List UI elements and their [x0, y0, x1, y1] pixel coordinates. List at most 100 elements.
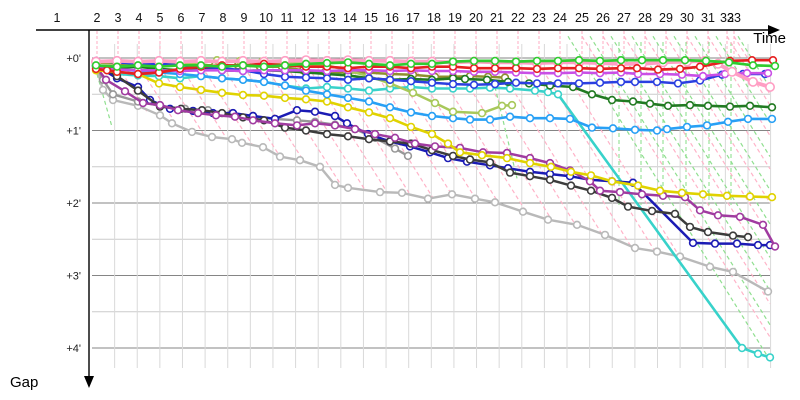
lap-marker: [301, 126, 311, 135]
series-green: [91, 55, 780, 71]
lap-marker: [410, 139, 420, 148]
lap-marker: [630, 243, 640, 253]
lap-marker: [301, 59, 311, 68]
lap-marker: [490, 63, 500, 73]
lap-marker: [465, 115, 475, 124]
lap-marker: [670, 209, 680, 219]
lap-marker: [511, 78, 521, 87]
series-purple: [91, 62, 780, 251]
lap-marker: [655, 186, 665, 195]
lap-marker: [343, 58, 353, 67]
lap-marker: [695, 62, 705, 71]
x-tick-label: 22: [511, 11, 525, 25]
lap-marker: [607, 193, 617, 203]
lap-marker: [566, 181, 576, 190]
lap-marker: [767, 114, 777, 124]
lap-marker: [767, 193, 777, 202]
lap-marker: [477, 108, 487, 118]
x-tick-label: 17: [406, 11, 420, 25]
lap-marker: [207, 132, 217, 142]
lap-marker: [677, 188, 687, 198]
lap-marker: [406, 122, 416, 132]
lap-marker: [364, 135, 374, 144]
x-tick-label: 9: [241, 11, 248, 25]
lap-marker: [485, 158, 495, 167]
lap-marker: [595, 64, 605, 74]
x-tick-label: 1: [54, 11, 61, 25]
x-tick-label: 4: [136, 11, 143, 25]
lap-marker: [600, 230, 610, 240]
lap-marker: [675, 64, 685, 74]
lap-marker: [658, 55, 668, 65]
lap-marker: [448, 57, 458, 66]
lap-marker: [259, 77, 269, 87]
lap-marker: [630, 125, 640, 135]
lap-marker: [196, 61, 206, 70]
lap-marker: [497, 101, 507, 111]
lap-marker: [155, 100, 165, 110]
lap-marker: [427, 78, 437, 87]
x-tick-label: 30: [680, 11, 694, 25]
x-tick-label: 13: [322, 11, 336, 25]
lap-marker: [280, 61, 290, 70]
y-axis-arrow: [84, 376, 94, 388]
lap-marker: [427, 129, 437, 139]
lap-marker: [607, 177, 617, 186]
lap-marker: [427, 59, 437, 68]
lap-marker: [275, 152, 285, 161]
lap-marker: [616, 77, 626, 87]
lap-marker: [470, 194, 480, 203]
lap-marker: [485, 115, 495, 124]
lap-marker: [390, 144, 400, 153]
lap-marker: [737, 343, 747, 353]
lap-marker: [728, 231, 738, 240]
lap-marker: [455, 148, 465, 157]
lap-marker: [770, 61, 780, 71]
x-tick-label: 25: [575, 11, 589, 25]
lap-marker: [546, 162, 556, 172]
lap-marker: [662, 124, 672, 134]
lap-marker: [758, 220, 768, 230]
lap-marker: [322, 74, 332, 83]
lap-marker: [443, 139, 453, 148]
lap-marker: [765, 353, 775, 362]
series-yellow: [91, 66, 777, 202]
lap-marker: [322, 82, 332, 92]
lap-marker: [505, 84, 515, 93]
lap-marker: [703, 227, 713, 237]
lap-marker: [705, 262, 715, 271]
x-tick-label: 10: [259, 11, 273, 25]
lap-marker: [364, 86, 374, 95]
x-tick-label: 23: [532, 11, 546, 25]
lap-marker: [703, 101, 713, 111]
lap-marker: [102, 66, 112, 75]
lap-marker: [259, 62, 269, 71]
lap-marker: [98, 85, 108, 95]
lap-marker: [259, 91, 269, 100]
lap-marker: [280, 93, 290, 103]
lap-marker: [310, 119, 320, 128]
lap-marker: [397, 188, 407, 198]
lap-marker: [743, 114, 753, 124]
lap-marker: [490, 198, 500, 207]
lap-marker: [685, 222, 695, 232]
lap-marker: [364, 74, 374, 83]
lap-marker: [748, 61, 758, 70]
x-tick-label: 21: [490, 11, 504, 25]
x-tick-label: 27: [617, 11, 631, 25]
lap-marker: [507, 100, 517, 110]
lap-marker: [385, 103, 395, 112]
lap-marker: [725, 102, 735, 111]
lap-marker: [310, 107, 320, 116]
x-tick-label: 5: [157, 11, 164, 25]
lap-marker: [553, 90, 563, 99]
lap-marker: [448, 79, 458, 89]
lap-marker: [637, 190, 647, 199]
lap-marker: [695, 206, 705, 215]
lap-marker: [701, 56, 711, 66]
lap-marker: [505, 112, 515, 121]
lap-marker: [663, 101, 673, 111]
lap-marker: [545, 175, 555, 185]
lap-marker: [406, 108, 416, 117]
lap-marker: [587, 123, 597, 132]
